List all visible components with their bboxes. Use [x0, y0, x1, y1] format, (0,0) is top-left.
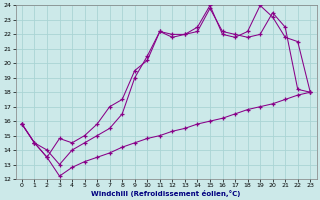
X-axis label: Windchill (Refroidissement éolien,°C): Windchill (Refroidissement éolien,°C)	[92, 190, 241, 197]
